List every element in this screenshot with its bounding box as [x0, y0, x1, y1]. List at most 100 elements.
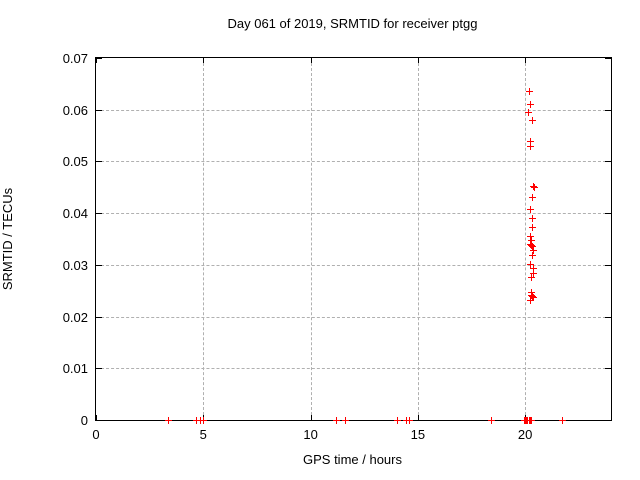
data-point-marker [526, 138, 534, 146]
data-point-marker [527, 236, 535, 244]
y-tick-mark [605, 368, 611, 370]
marker-horizontal-bar [529, 295, 537, 297]
y-tick-mark [605, 109, 611, 111]
data-point-marker [487, 416, 495, 424]
data-point-marker [527, 241, 535, 249]
marker-horizontal-bar [164, 419, 172, 421]
x-gridline [310, 58, 312, 420]
y-axis-label: SRMTID / TECUs [0, 187, 15, 291]
marker-horizontal-bar [487, 419, 495, 421]
marker-horizontal-bar [530, 272, 538, 274]
y-tick-label: 0.02 [62, 309, 88, 325]
x-gridline [417, 58, 419, 420]
y-tick-label: 0.06 [62, 102, 88, 118]
y-tick-mark [605, 264, 611, 266]
data-point-marker [200, 416, 208, 424]
marker-horizontal-bar [559, 419, 567, 421]
y-tick-mark [96, 264, 102, 266]
y-tick-mark [96, 420, 102, 421]
marker-horizontal-bar [527, 263, 535, 265]
data-point-marker [527, 260, 535, 268]
marker-horizontal-bar [526, 103, 534, 105]
marker-horizontal-bar [527, 294, 535, 296]
y-tick-mark [96, 213, 102, 215]
marker-horizontal-bar [526, 141, 534, 143]
y-tick-mark [96, 58, 102, 59]
x-tick-label: 10 [303, 427, 318, 442]
marker-horizontal-bar [528, 226, 536, 228]
data-point-marker [527, 297, 535, 305]
marker-horizontal-bar [527, 244, 535, 246]
data-point-marker [529, 116, 537, 124]
y-tick-label: 0.07 [62, 51, 88, 66]
marker-horizontal-bar [528, 218, 536, 220]
marker-horizontal-bar [332, 419, 340, 421]
marker-horizontal-bar [193, 419, 201, 421]
data-point-marker [527, 291, 535, 299]
marker-horizontal-bar [530, 296, 538, 298]
data-point-marker [332, 416, 340, 424]
marker-horizontal-bar [529, 119, 537, 121]
y-tick-mark [605, 420, 611, 421]
marker-horizontal-bar [527, 145, 535, 147]
data-point-marker [530, 269, 538, 277]
x-gridline [203, 58, 205, 420]
data-point-marker [528, 252, 536, 260]
x-tick-label: 5 [199, 427, 207, 442]
x-tick-mark [96, 58, 97, 63]
marker-horizontal-bar [200, 419, 208, 421]
y-tick-label: 0.01 [62, 361, 88, 377]
marker-horizontal-bar [527, 209, 535, 211]
y-tick-mark [605, 161, 611, 163]
data-point-marker [164, 416, 172, 424]
y-tick-mark [96, 109, 102, 111]
data-point-marker [525, 87, 533, 95]
y-gridline [96, 109, 611, 111]
marker-horizontal-bar [525, 112, 533, 114]
marker-horizontal-bar [525, 90, 533, 92]
x-tick-label: 15 [410, 427, 426, 442]
data-point-marker [394, 416, 402, 424]
chart-title: Day 061 of 2019, SRMTID for receiver ptg… [227, 16, 478, 31]
x-tick-mark [310, 415, 312, 420]
marker-horizontal-bar [527, 245, 535, 247]
y-tick-label: 0.04 [62, 206, 88, 222]
marker-horizontal-bar [402, 419, 410, 421]
data-point-marker [530, 293, 538, 301]
y-tick-label: 0 [80, 413, 88, 428]
y-gridline [96, 368, 611, 370]
y-tick-mark [96, 316, 102, 318]
x-tick-mark [417, 58, 419, 63]
data-point-marker [526, 100, 534, 108]
data-point-marker [527, 416, 535, 424]
x-tick-label: 20 [517, 427, 533, 442]
data-point-marker [559, 416, 567, 424]
marker-horizontal-bar [527, 300, 535, 302]
marker-horizontal-bar [394, 419, 402, 421]
marker-horizontal-bar [341, 419, 349, 421]
y-gridline [96, 213, 611, 215]
data-point-marker [341, 416, 349, 424]
data-point-marker [530, 264, 538, 272]
marker-horizontal-bar [527, 239, 535, 241]
marker-horizontal-bar [527, 419, 535, 421]
y-tick-mark [605, 58, 611, 59]
marker-horizontal-bar [527, 236, 535, 238]
data-point-marker [529, 292, 537, 300]
x-tick-mark [96, 415, 97, 420]
x-axis-label: GPS time / hours [303, 452, 402, 467]
marker-horizontal-bar [530, 267, 538, 269]
y-tick-label: 0.05 [62, 154, 88, 170]
marker-horizontal-bar [406, 419, 414, 421]
data-point-marker [528, 215, 536, 223]
x-tick-mark [203, 58, 205, 63]
marker-horizontal-bar [530, 187, 538, 189]
data-point-marker [193, 416, 201, 424]
data-point-marker [402, 416, 410, 424]
x-tick-mark [310, 58, 312, 63]
data-point-marker [530, 184, 538, 192]
marker-horizontal-bar [528, 255, 536, 257]
marker-horizontal-bar [527, 277, 535, 279]
marker-horizontal-bar [530, 249, 538, 251]
